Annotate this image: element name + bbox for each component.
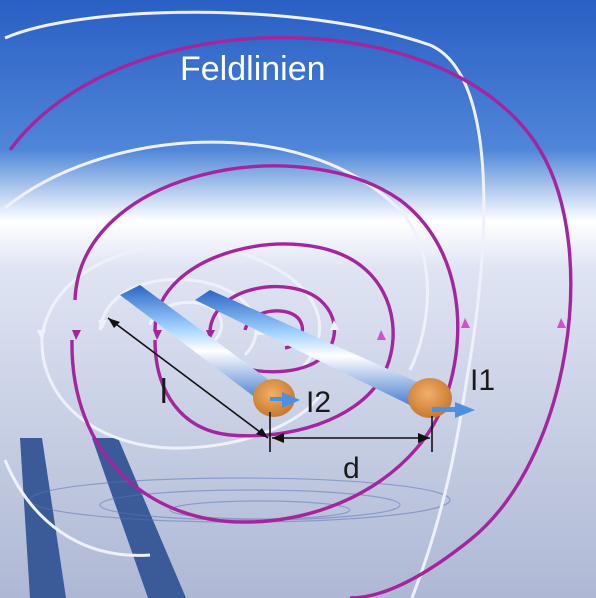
distance-label: d	[343, 452, 360, 485]
arrow-icon	[282, 392, 300, 408]
white-field-line-3	[40, 243, 322, 372]
title-label: Feldlinien	[180, 50, 326, 88]
triangle-arrow-icon	[153, 330, 162, 340]
arrow-icon	[418, 433, 430, 443]
conductor-1-body	[195, 290, 440, 410]
conductor-2	[120, 285, 300, 417]
arrow-icon	[455, 402, 475, 418]
triangle-arrow-icon	[557, 318, 566, 328]
current-1-label: I1	[470, 364, 495, 397]
triangle-arrow-icon	[206, 330, 215, 340]
triangle-arrow-icon	[461, 318, 470, 328]
white-field-line-outer	[4, 10, 486, 598]
white-field-line-4	[4, 140, 429, 371]
length-dimension-line	[107, 317, 269, 439]
floor-stripe-right	[92, 438, 186, 598]
conductor-1	[195, 290, 475, 418]
field-direction-arrows	[37, 318, 566, 340]
triangle-arrow-icon	[330, 320, 339, 330]
arrow-icon	[108, 318, 120, 328]
dimension-lines	[107, 317, 433, 452]
white-field-line-2	[98, 277, 258, 357]
triangle-arrow-icon	[377, 330, 386, 340]
magenta-field-line-outer	[8, 35, 573, 598]
arrow-icon	[256, 428, 268, 438]
triangle-arrow-icon	[98, 320, 107, 330]
conductor-2-body	[120, 285, 285, 405]
current-2-label: I2	[306, 386, 331, 419]
white-field-lines	[3, 10, 486, 598]
triangle-arrow-icon	[37, 330, 46, 340]
white-field-line-3b	[40, 337, 322, 450]
arrow-icon	[272, 433, 284, 443]
triangle-arrow-icon	[72, 330, 81, 340]
white-field-line-5	[3, 459, 151, 557]
length-label: l	[160, 373, 168, 411]
